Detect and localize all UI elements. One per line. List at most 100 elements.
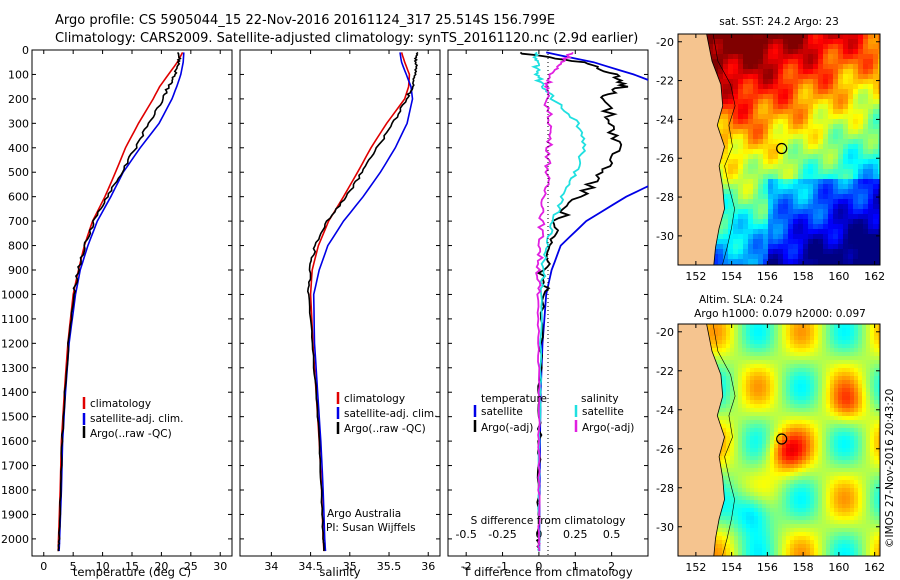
sla-map-cell [750, 488, 755, 493]
sla-map-cell [822, 464, 827, 469]
sst-map-cell [808, 224, 814, 230]
sst-map-cell [818, 59, 824, 65]
sst-map-cell [838, 74, 844, 80]
sla-map-cell [862, 408, 867, 413]
sla-map-cell [762, 524, 767, 529]
sla-map-cell [854, 356, 859, 361]
sla-map-cell [866, 464, 871, 469]
sst-map-cell [798, 124, 804, 130]
sla-map-cell [846, 448, 851, 453]
sst-map-cell [818, 124, 824, 130]
salinity-x-tick-label: 34 [264, 560, 278, 573]
sla-map-cell [778, 344, 783, 349]
sla-map-cell [814, 460, 819, 465]
sla-map-cell [862, 328, 867, 333]
sst-map-cell [853, 49, 859, 55]
sla-map-cell [794, 476, 799, 481]
sst-map-cell [808, 189, 814, 195]
sla-map-cell [774, 448, 779, 453]
sla-map-cell [718, 528, 723, 533]
sst-map-cell [748, 224, 754, 230]
sla-map-cell [766, 364, 771, 369]
sst-map-cell [738, 184, 744, 190]
sla-map-cell [850, 472, 855, 477]
sst-map-cell [723, 124, 729, 130]
sla-map-cell [762, 516, 767, 521]
sst-map-cell [748, 259, 754, 265]
sla-map-cell [822, 520, 827, 525]
sla-map-cell [778, 416, 783, 421]
sla-map-cell [794, 472, 799, 477]
sst-map-cell [748, 239, 754, 245]
sst-map-cell [818, 44, 824, 50]
sla-map-cell [838, 468, 843, 473]
sst-map-cell [838, 94, 844, 100]
sla-map-cell [854, 392, 859, 397]
sla-map-cell [750, 512, 755, 517]
sla-map-cell [818, 536, 823, 541]
sst-map-cell [738, 99, 744, 105]
sst-map-cell [868, 59, 874, 65]
sst-map-cell [743, 164, 749, 170]
sst-map-cell [793, 164, 799, 170]
sla-map-cell [786, 404, 791, 409]
sla-map-cell [866, 352, 871, 357]
sla-map-cell [802, 536, 807, 541]
sst-map-cell [733, 99, 739, 105]
sst-map-cell [793, 119, 799, 125]
sst-map-cell [778, 119, 784, 125]
sst-map-cell [858, 189, 864, 195]
sst-map-cell [878, 69, 880, 75]
salinity-difference-x-tick-label: 0.5 [603, 528, 621, 541]
sst-map-cell [773, 64, 779, 70]
sla-map-cell [842, 488, 847, 493]
sst-map-cell [758, 59, 764, 65]
sla-map-cell [838, 524, 843, 529]
sst-map-cell [788, 154, 794, 160]
sst-map-cell [793, 89, 799, 95]
sla-map-cell [782, 384, 787, 389]
sst-map-cell [798, 59, 804, 65]
sst-map-cell [808, 204, 814, 210]
sst-map-cell [788, 139, 794, 145]
sla-map-cell [734, 520, 739, 525]
sst-map-cell [868, 129, 874, 135]
sla-map-cell [746, 520, 751, 525]
sla-map-cell [790, 468, 795, 473]
sst-map-cell [788, 169, 794, 175]
sla-map-cell [846, 356, 851, 361]
sla-map-cell [802, 464, 807, 469]
sla-map-cell [734, 456, 739, 461]
sla-map-cell [790, 416, 795, 421]
sst-map-cell [768, 259, 774, 265]
sla-map-cell [822, 456, 827, 461]
sla-map-cell [734, 496, 739, 501]
sst-map-cell [843, 194, 849, 200]
sst-map-cell [833, 149, 839, 155]
sst-map-cell [828, 34, 834, 40]
sla-map-cell [834, 440, 839, 445]
sst-map-cell [743, 124, 749, 130]
sst-map-cell [763, 144, 769, 150]
sst-map-cell [863, 174, 869, 180]
sla-map-cell [786, 432, 791, 437]
sst-map-cell [778, 64, 784, 70]
sst-map-cell [788, 34, 794, 40]
sla-map-cell [798, 412, 803, 417]
sla-map-cell [734, 332, 739, 337]
sst-map-cell [753, 199, 759, 205]
sla-map-cell [854, 508, 859, 513]
sst-map-cell [748, 104, 754, 110]
sla-map-cell [862, 508, 867, 513]
sla-map-cell [774, 396, 779, 401]
sla-map-cell [826, 448, 831, 453]
sla-map-cell [878, 404, 880, 409]
sla-map-cell [822, 536, 827, 541]
sla-map-cell [826, 428, 831, 433]
sst-map-cell [868, 79, 874, 85]
sla-map-cell [770, 512, 775, 517]
sst-map-cell [833, 184, 839, 190]
sla-map-cell [874, 444, 879, 449]
sla-map-cell [778, 504, 783, 509]
sla-map-cell [766, 536, 771, 541]
